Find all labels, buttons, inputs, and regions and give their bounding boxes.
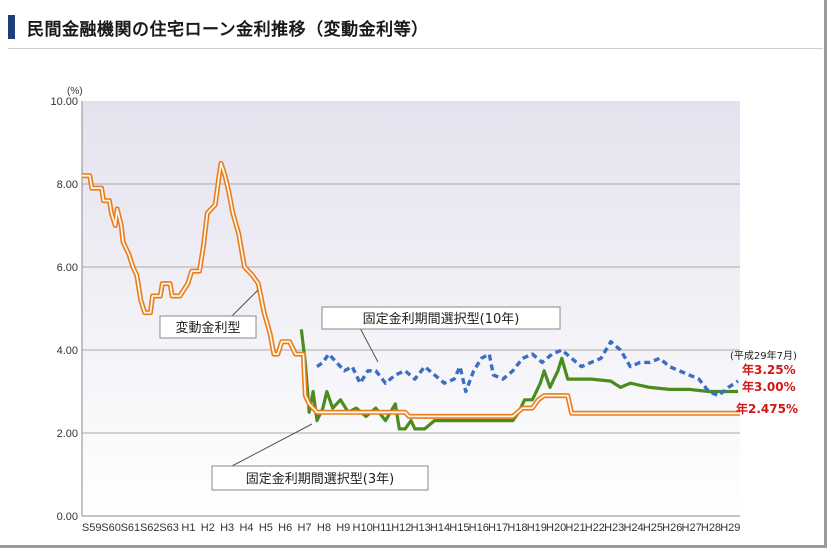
x-tick-label: H21: [565, 522, 585, 534]
x-tick-label: H2: [201, 522, 215, 534]
x-tick-label: H12: [391, 522, 411, 534]
y-tick-label: 2.00: [57, 428, 78, 440]
series-line-core: [82, 162, 298, 355]
title-accent-bar: [8, 15, 15, 39]
y-tick-label: 6.00: [57, 262, 78, 274]
x-tick-label: H23: [604, 522, 624, 534]
y-tick-label: 10.00: [50, 96, 78, 108]
x-tick-label: S60: [101, 522, 121, 534]
series-line-core: [297, 353, 740, 418]
x-tick-label: H1: [181, 522, 195, 534]
callout-fixed10: 固定金利期間選択型(10年): [363, 311, 520, 327]
latest-rate-fixed3: 年3.00%: [742, 379, 796, 394]
x-tick-label: S63: [159, 522, 179, 534]
x-tick-label: H17: [488, 522, 508, 534]
title-divider: [8, 48, 823, 49]
y-axis-unit: (%): [67, 86, 83, 97]
page-title: 民間金融機関の住宅ローン金利推移（変動金利等）: [27, 20, 429, 40]
y-tick-label: 0.00: [57, 511, 78, 523]
x-tick-label: H29: [720, 522, 740, 534]
x-tick-label: H15: [449, 522, 469, 534]
x-tick-label: H28: [701, 522, 721, 534]
callout-pointer-variable: [231, 289, 259, 317]
x-tick-label: H19: [527, 522, 547, 534]
callout-box-fixed10: [321, 306, 561, 330]
x-tick-label: H20: [546, 522, 566, 534]
x-tick-label: S62: [140, 522, 160, 534]
x-tick-label: H27: [682, 522, 702, 534]
x-tick-label: H5: [259, 522, 273, 534]
x-tick-label: H8: [317, 522, 331, 534]
callout-fixed3: 固定金利期間選択型(3年): [246, 471, 394, 487]
x-tick-label: S61: [121, 522, 141, 534]
series-line: [82, 160, 298, 357]
x-tick-label: H6: [278, 522, 292, 534]
x-tick-label: S59: [82, 522, 102, 534]
x-tick-label: H26: [662, 522, 682, 534]
x-tick-label: H4: [239, 522, 253, 534]
x-tick-label: H22: [585, 522, 605, 534]
latest-as-of: (平成29年7月): [730, 349, 797, 362]
series-line: [297, 351, 740, 419]
y-tick-label: 8.00: [57, 179, 78, 191]
callout-variable: 変動金利型: [175, 320, 240, 336]
x-tick-label: H10: [353, 522, 373, 534]
x-tick-label: H7: [298, 522, 312, 534]
callout-box-fixed3: [211, 465, 429, 491]
callout-pointer-fixed3: [231, 423, 313, 467]
x-tick-label: H14: [430, 522, 450, 534]
x-tick-label: H11: [372, 522, 391, 534]
series-line-path: [299, 329, 738, 431]
callout-box-variable: [159, 315, 257, 339]
x-tick-label: H9: [336, 522, 350, 534]
latest-rate-variable: 年2.475%: [736, 401, 798, 416]
x-tick-label: H24: [623, 522, 643, 534]
x-tick-label: H16: [469, 522, 489, 534]
x-tick-label: H3: [220, 522, 234, 534]
y-tick-label: 4.00: [57, 345, 78, 357]
x-tick-label: H25: [643, 522, 663, 534]
callout-pointer-fixed10: [359, 327, 379, 363]
x-tick-label: H18: [507, 522, 527, 534]
x-tick-label: H13: [411, 522, 431, 534]
series-line: [299, 329, 738, 431]
latest-rate-fixed10: 年3.25%: [742, 362, 796, 377]
